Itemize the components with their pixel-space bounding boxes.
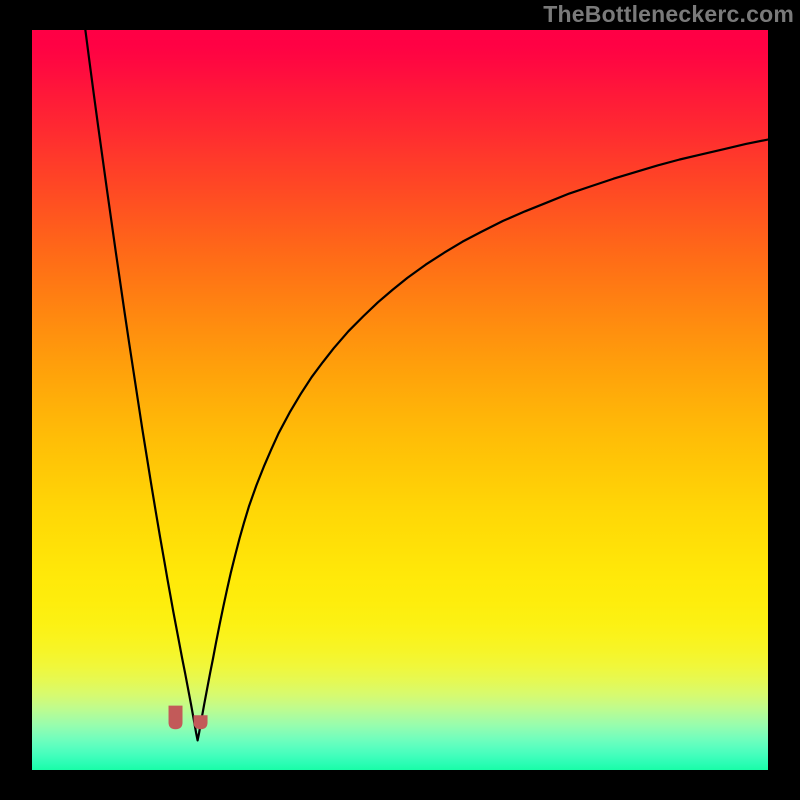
watermark-text: TheBottleneckerс.com	[543, 1, 794, 28]
left-red-marker	[169, 706, 183, 730]
bottleneck-chart	[0, 0, 800, 800]
right-red-marker	[194, 715, 208, 729]
gradient-background	[32, 30, 768, 770]
